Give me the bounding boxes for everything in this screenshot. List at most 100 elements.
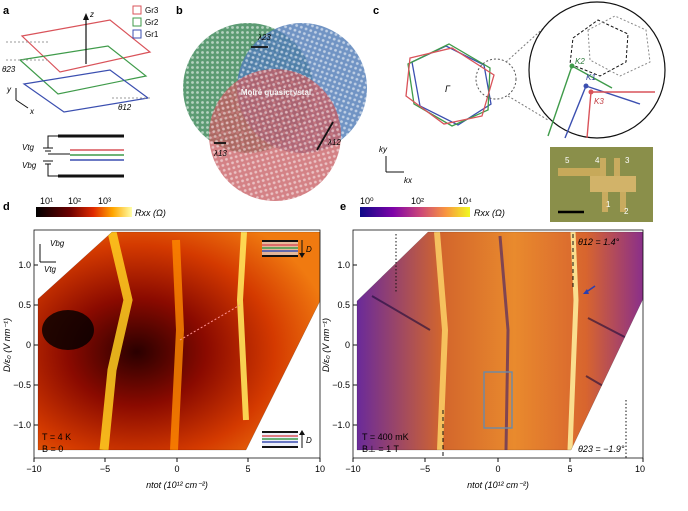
- zone-edge-red: [586, 91, 592, 139]
- colorbar-label: Rxx (Ω): [474, 208, 505, 218]
- resistive-band: [567, 232, 579, 450]
- colorbar-tick: 10³: [98, 196, 111, 206]
- panel-b-letter: b: [176, 5, 183, 17]
- device-electrode: [614, 158, 620, 176]
- yaxis-label: D/ε₀ (V nm⁻¹): [321, 318, 331, 372]
- lattice-dots-red: [209, 69, 341, 201]
- ytick-label: 0: [26, 340, 31, 350]
- colorbar-tick: 10²: [68, 196, 81, 206]
- k3-point: [588, 89, 594, 95]
- panel-e: e 10⁰ 10² 10⁴ Rxx (Ω): [321, 196, 645, 490]
- gate-circuit: Vtg Vbg: [22, 134, 124, 178]
- contact-label: 4: [595, 156, 600, 165]
- heatmap-d: [38, 232, 320, 450]
- panel-c: c Γ kx ky K2 K1 K3: [373, 1, 666, 222]
- moire-quasicrystal-label: Moiré quasicrystal: [241, 88, 311, 97]
- xaxis-label: ntot (10¹² cm⁻²): [467, 480, 529, 490]
- xtick-label: −5: [420, 464, 430, 474]
- panel-a: a z Gr3 Gr2 Gr1 θ23 θ12 x y: [2, 5, 159, 178]
- ytick-label: 0.5: [18, 300, 31, 310]
- dashed-guide: [179, 304, 241, 341]
- vbg-label: Vbg: [50, 239, 65, 248]
- theta23-label: θ23: [2, 65, 16, 74]
- k1-point: [583, 83, 589, 89]
- xtick-label: 10: [315, 464, 325, 474]
- zone-edge-blue: [585, 85, 641, 105]
- resistive-band: [434, 232, 449, 450]
- graphene-layer-gr2: [18, 45, 148, 95]
- yaxis-d: 1.0 0.5 0 −0.5 −1.0 D/ε₀ (V nm⁻¹): [2, 260, 38, 430]
- d-field-label: D: [306, 245, 312, 254]
- xtick-label: −10: [26, 464, 41, 474]
- vtg-label: Vtg: [22, 143, 35, 152]
- colorbar-label: Rxx (Ω): [135, 208, 166, 218]
- k2-point: [569, 63, 575, 69]
- x-axis-arrow: [15, 99, 29, 109]
- k2-label: K2: [575, 57, 585, 66]
- ytick-label: −1.0: [13, 420, 31, 430]
- displacement-arrowhead: [299, 253, 305, 258]
- moire-zone-dashed: [569, 19, 629, 77]
- zone-edge-blue: [564, 85, 587, 139]
- moire-zone-dashed-gray: [587, 15, 651, 77]
- device-electrode: [558, 168, 600, 176]
- zoom-region-circle: [475, 58, 517, 100]
- yaxis-label: D/ε₀ (V nm⁻¹): [2, 318, 12, 372]
- panel-c-letter: c: [373, 5, 379, 17]
- device-electrode: [620, 192, 626, 212]
- theta12-label: θ12: [118, 103, 132, 112]
- xaxis-d: −10 −5 0 5 10 ntot (10¹² cm⁻²): [26, 458, 325, 490]
- zoom-connector: [505, 23, 549, 63]
- lambda-12-label: λ12: [327, 138, 341, 147]
- brillouin-zone-gr2: [407, 43, 491, 127]
- ytick-label: −0.5: [332, 380, 350, 390]
- ytick-label: 0.5: [337, 300, 350, 310]
- resistive-band: [236, 232, 249, 421]
- contact-label: 2: [624, 207, 629, 216]
- yaxis-e: 1.0 0.5 0 −0.5 −1.0 D/ε₀ (V nm⁻¹): [321, 260, 357, 430]
- contact-label: 1: [606, 200, 611, 209]
- xaxis-e: −10 −5 0 5 10 ntot (10¹² cm⁻²): [345, 458, 645, 490]
- zoom-inset: [528, 1, 666, 139]
- k3-label: K3: [594, 97, 604, 106]
- circuit-wire: [47, 135, 58, 148]
- ytick-label: 1.0: [337, 260, 350, 270]
- contact-label: 3: [625, 156, 630, 165]
- vtg-label: Vtg: [44, 265, 57, 274]
- xtick-label: 5: [245, 464, 250, 474]
- highlight-box: [483, 371, 513, 429]
- legend-label-gr1: Gr1: [145, 30, 159, 39]
- xtick-label: 10: [635, 464, 645, 474]
- lambda-23-label: λ23: [257, 33, 271, 42]
- temperature-label: T = 400 mK: [362, 432, 409, 442]
- legend-swatch-gr1: [132, 29, 142, 39]
- xtick-label: 5: [567, 464, 572, 474]
- device-hallbar: [590, 176, 636, 192]
- colorbar-tick: 10⁰: [360, 196, 374, 206]
- device-micrograph: 5 4 3 1 2: [550, 147, 653, 222]
- lambda-13-label: λ13: [213, 149, 227, 158]
- panel-e-letter: e: [340, 201, 346, 213]
- xtick-label: 0: [495, 464, 500, 474]
- panel-a-letter: a: [3, 5, 10, 17]
- contact-label: 5: [565, 156, 570, 165]
- xtick-label: −5: [100, 464, 110, 474]
- xaxis-label: ntot (10¹² cm⁻²): [146, 480, 208, 490]
- ytick-label: −0.5: [13, 380, 31, 390]
- temperature-label: T = 4 K: [42, 432, 71, 442]
- legend-swatch-gr3: [132, 5, 142, 15]
- resistive-band: [170, 239, 185, 450]
- theta23-annotation: θ23 = −1.9°: [578, 444, 625, 454]
- low-resistance-region: [42, 310, 94, 350]
- zone-edge-green: [571, 65, 613, 89]
- displacement-arrowhead: [299, 430, 305, 435]
- colorbar-tick: 10¹: [40, 196, 53, 206]
- theta12-annotation: θ12 = 1.4°: [578, 237, 620, 247]
- resistive-band: [99, 232, 133, 450]
- layer-stack-bottom: D: [262, 430, 312, 448]
- ytick-label: 0: [345, 340, 350, 350]
- x-axis-label: x: [29, 107, 35, 116]
- device-electrode: [602, 192, 608, 212]
- lambda-12-scale: [316, 121, 334, 151]
